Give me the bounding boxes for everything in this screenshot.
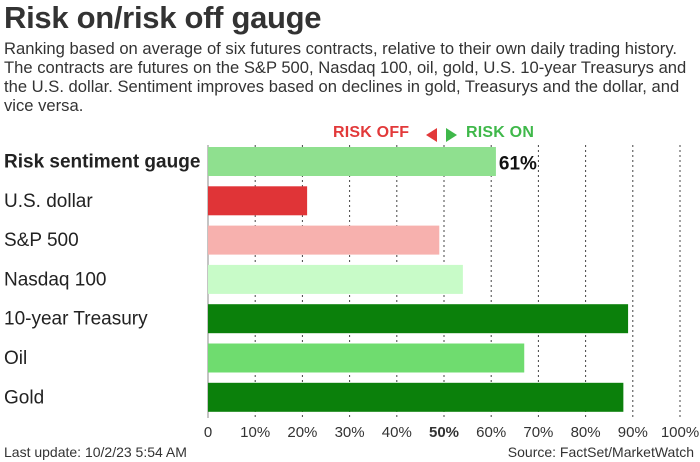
tick-label-30: 30% bbox=[335, 424, 365, 441]
category-label-0: Risk sentiment gauge bbox=[4, 152, 200, 173]
tick-label-0: 0 bbox=[204, 424, 212, 441]
tick-label-60: 60% bbox=[476, 424, 506, 441]
bar-2 bbox=[208, 225, 440, 255]
tick-label-40: 40% bbox=[382, 424, 412, 441]
chart-title: Risk on/risk off gauge bbox=[4, 0, 322, 35]
category-label-1: U.S. dollar bbox=[4, 191, 93, 212]
category-label-6: Gold bbox=[4, 387, 44, 408]
category-label-2: S&P 500 bbox=[4, 230, 79, 251]
chart-subtitle: Ranking based on average of six futures … bbox=[4, 39, 687, 115]
risk-on-arrow-icon bbox=[446, 128, 457, 142]
tick-label-100: 100% bbox=[661, 424, 699, 441]
tick-label-10: 10% bbox=[240, 424, 270, 441]
value-labels: 61% bbox=[499, 154, 537, 175]
category-labels: Risk sentiment gauge U.S. dollar S&P 500 Na… bbox=[4, 152, 200, 409]
risk-off-arrow-icon bbox=[426, 128, 437, 142]
category-label-5: Oil bbox=[4, 348, 27, 369]
value-label-0: 61% bbox=[499, 154, 537, 175]
risk-on-label: RISK ON bbox=[466, 124, 535, 141]
bar-3 bbox=[208, 264, 463, 294]
bar-0 bbox=[208, 147, 496, 176]
bar-6 bbox=[208, 382, 624, 412]
risk-off-label: RISK OFF bbox=[333, 124, 410, 141]
bar-5 bbox=[208, 343, 525, 373]
source-note: Source: FactSet/MarketWatch bbox=[507, 444, 694, 460]
tick-label-70: 70% bbox=[523, 424, 553, 441]
tick-label-90: 90% bbox=[618, 424, 648, 441]
category-label-3: Nasdaq 100 bbox=[4, 269, 106, 290]
bars bbox=[208, 147, 629, 412]
tick-label-80: 80% bbox=[571, 424, 601, 441]
tick-labels: 0 10% 20% 30% 40% 50% 60% 70% 80% 90% 100% bbox=[204, 424, 699, 441]
last-update: Last update: 10/2/23 5:54 AM bbox=[4, 444, 187, 460]
bar-4 bbox=[208, 304, 629, 334]
category-label-4: 10-year Treasury bbox=[4, 309, 148, 330]
tick-label-50: 50% bbox=[429, 424, 459, 441]
bar-1 bbox=[208, 186, 308, 216]
tick-label-20: 20% bbox=[287, 424, 317, 441]
